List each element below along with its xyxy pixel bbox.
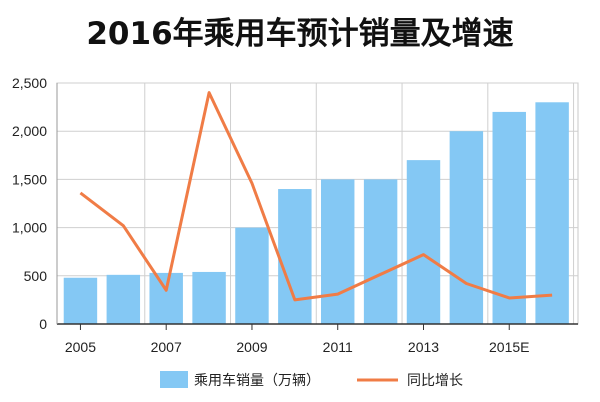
y-tick-label: 1,000 bbox=[12, 220, 47, 236]
bar bbox=[192, 271, 226, 324]
x-tick-label: 2005 bbox=[65, 339, 96, 355]
y-tick-label: 2,000 bbox=[12, 123, 47, 139]
bar bbox=[235, 227, 269, 324]
chart-title: 2016年乘用车预计销量及增速 bbox=[86, 16, 514, 52]
bar bbox=[535, 102, 569, 324]
y-tick-label: 2,500 bbox=[12, 75, 47, 91]
legend-label-line: 同比增长 bbox=[407, 372, 463, 388]
legend-swatch-bar bbox=[160, 371, 188, 388]
bar bbox=[149, 272, 183, 324]
y-tick-label: 500 bbox=[24, 268, 48, 284]
bar bbox=[106, 274, 141, 324]
legend-label-bar: 乘用车销量（万辆） bbox=[194, 372, 320, 388]
x-tick-label: 2009 bbox=[236, 339, 267, 355]
x-tick-label: 2015E bbox=[489, 339, 529, 355]
x-tick-label: 2011 bbox=[323, 339, 353, 355]
bar bbox=[63, 277, 98, 324]
bar bbox=[449, 131, 484, 324]
bar bbox=[321, 179, 355, 324]
bar bbox=[406, 160, 441, 324]
x-tick-label: 2013 bbox=[408, 339, 439, 355]
bar bbox=[278, 189, 312, 324]
y-tick-label: 1,500 bbox=[12, 171, 47, 187]
x-tick-label: 2007 bbox=[151, 339, 182, 355]
bar bbox=[363, 179, 398, 324]
y-tick-label: 0 bbox=[39, 316, 47, 332]
growth-line bbox=[79, 91, 553, 302]
bar bbox=[492, 111, 526, 324]
